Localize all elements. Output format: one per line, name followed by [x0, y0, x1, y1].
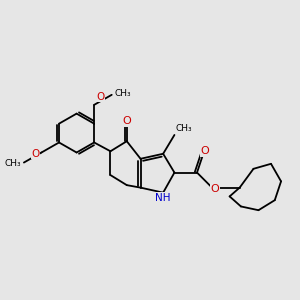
Text: O: O [200, 146, 209, 156]
Text: O: O [96, 92, 104, 102]
Text: CH₃: CH₃ [5, 159, 21, 168]
Text: O: O [122, 116, 131, 126]
Text: CH₃: CH₃ [176, 124, 192, 133]
Text: NH: NH [155, 193, 171, 202]
Text: O: O [31, 149, 40, 159]
Text: O: O [210, 184, 219, 194]
Text: CH₃: CH₃ [114, 89, 131, 98]
